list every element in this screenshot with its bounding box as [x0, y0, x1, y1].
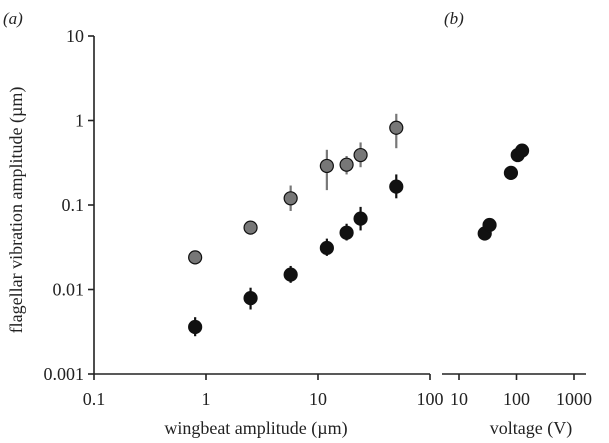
panel-b-x-axis-label: voltage (V) — [490, 418, 572, 439]
x-tick-label: 100 — [417, 389, 444, 409]
panel-a-x-axis-label: wingbeat amplitude (µm) — [164, 418, 347, 439]
panel-b-label: (b) — [444, 9, 464, 28]
panel-a-points — [188, 113, 404, 337]
data-point-black — [283, 267, 298, 282]
x-tick-label: 1000 — [556, 389, 592, 409]
data-point-grey — [339, 157, 354, 172]
y-tick-label: 0.01 — [53, 280, 85, 300]
data-point-black — [243, 291, 258, 306]
data-point-black — [514, 143, 530, 158]
panel-a-ticks: 0.1 1 10 100 0.001 0.01 0.1 1 10 — [44, 26, 444, 409]
y-tick-label: 0.1 — [62, 195, 85, 215]
y-tick-label: 0.001 — [44, 364, 85, 384]
y-tick-label: 10 — [66, 26, 84, 46]
x-tick-label: 0.1 — [83, 389, 106, 409]
data-point-black — [319, 240, 334, 256]
panel-b-points — [477, 143, 530, 241]
data-point-black — [353, 211, 368, 226]
panel-a: (a) 0.1 1 10 100 0.001 0.01 0.1 1 10 wingbeat am… — [3, 9, 444, 439]
data-point-grey — [283, 191, 298, 206]
data-point-black — [389, 179, 404, 194]
data-point-black — [482, 217, 497, 233]
data-point-grey — [188, 250, 203, 265]
x-tick-label: 10 — [309, 389, 327, 409]
data-point-grey — [353, 147, 368, 163]
panel-b: (b) 10 100 1000 voltage (V) — [442, 9, 592, 439]
data-point-black — [503, 165, 519, 180]
x-tick-label: 10 — [450, 389, 468, 409]
data-point-grey — [389, 120, 404, 135]
panel-b-ticks: 10 100 1000 — [450, 374, 592, 409]
x-tick-label: 100 — [503, 389, 530, 409]
data-point-grey — [243, 220, 258, 235]
panel-a-label: (a) — [3, 9, 23, 28]
data-point-grey — [319, 158, 334, 174]
y-tick-label: 1 — [75, 111, 84, 131]
panel-a-y-axis-label: flagellar vibration amplitude (µm) — [6, 87, 27, 334]
data-point-black — [339, 225, 354, 240]
x-tick-label: 1 — [202, 389, 211, 409]
data-point-black — [188, 319, 203, 335]
